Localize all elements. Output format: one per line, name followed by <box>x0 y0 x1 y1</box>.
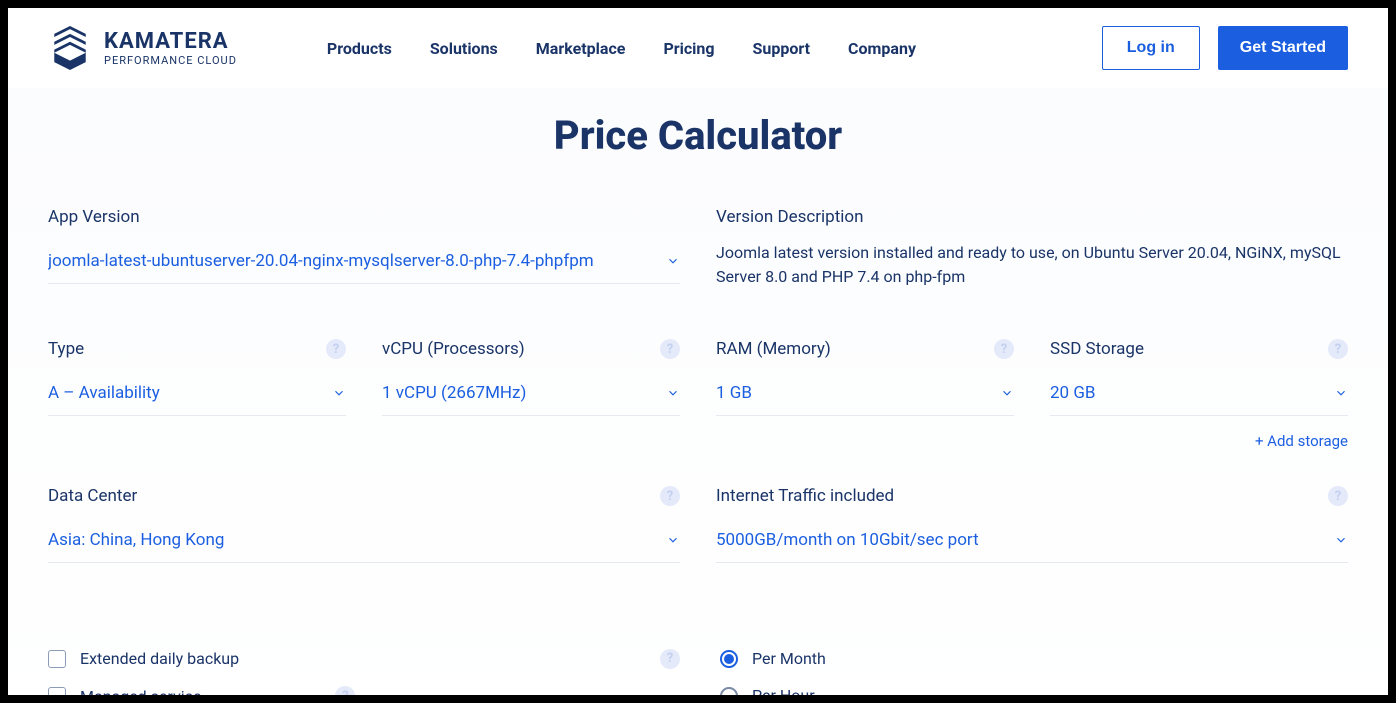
version-description-body: Joomla latest version installed and read… <box>716 241 1348 289</box>
ram-value: 1 GB <box>716 383 760 403</box>
nav-solutions[interactable]: Solutions <box>430 39 498 58</box>
help-icon[interactable]: ? <box>994 339 1014 359</box>
ram-label: RAM (Memory) <box>716 339 831 359</box>
datacenter-label: Data Center <box>48 486 137 506</box>
version-description: Version Description Joomla latest versio… <box>716 207 1348 289</box>
vcpu-value: 1 vCPU (2667MHz) <box>382 383 534 403</box>
traffic-field: Internet Traffic included ? 5000GB/month… <box>716 486 1348 563</box>
chevron-down-icon <box>666 533 680 547</box>
help-icon[interactable]: ? <box>1328 486 1348 506</box>
chevron-down-icon <box>666 386 680 400</box>
managed-label: Managed service <box>80 687 201 696</box>
chevron-down-icon <box>1334 533 1348 547</box>
app-version-value: joomla-latest-ubuntuserver-20.04-nginx-m… <box>48 251 602 271</box>
logo[interactable]: KAMATERA PERFORMANCE CLOUD <box>48 26 237 70</box>
backup-checkbox[interactable] <box>48 650 66 668</box>
nav-company[interactable]: Company <box>848 39 916 58</box>
datacenter-field: Data Center ? Asia: China, Hong Kong <box>48 486 680 563</box>
site-header: KAMATERA PERFORMANCE CLOUD Products Solu… <box>8 8 1388 88</box>
help-icon[interactable]: ? <box>660 486 680 506</box>
type-label: Type <box>48 339 84 359</box>
nav-pricing[interactable]: Pricing <box>663 39 714 58</box>
vcpu-label: vCPU (Processors) <box>382 339 525 359</box>
backup-label: Extended daily backup <box>80 649 239 668</box>
billing-options: Per Month Per Hour <box>716 649 1348 695</box>
datacenter-select[interactable]: Asia: China, Hong Kong <box>48 520 680 563</box>
app-version-select[interactable]: joomla-latest-ubuntuserver-20.04-nginx-m… <box>48 241 680 284</box>
chevron-down-icon <box>1334 386 1348 400</box>
traffic-value: 5000GB/month on 10Gbit/sec port <box>716 530 987 550</box>
help-icon[interactable]: ? <box>660 339 680 359</box>
main-nav: Products Solutions Marketplace Pricing S… <box>327 39 916 58</box>
get-started-button[interactable]: Get Started <box>1218 26 1348 70</box>
app-version-label: App Version <box>48 207 140 227</box>
vcpu-select[interactable]: 1 vCPU (2667MHz) <box>382 373 680 416</box>
nav-products[interactable]: Products <box>327 39 392 58</box>
logo-icon <box>48 26 92 70</box>
help-icon[interactable]: ? <box>660 649 680 669</box>
nav-marketplace[interactable]: Marketplace <box>536 39 626 58</box>
page-title: Price Calculator <box>48 112 1348 159</box>
nav-support[interactable]: Support <box>753 39 811 58</box>
traffic-label: Internet Traffic included <box>716 486 894 506</box>
version-description-label: Version Description <box>716 207 1348 227</box>
managed-checkbox[interactable] <box>48 687 66 695</box>
add-storage-link[interactable]: + Add storage <box>1050 432 1348 450</box>
login-button[interactable]: Log in <box>1102 26 1200 70</box>
per-month-label: Per Month <box>752 649 826 668</box>
logo-text: KAMATERA PERFORMANCE CLOUD <box>104 31 237 66</box>
help-icon[interactable]: ? <box>326 339 346 359</box>
ssd-value: 20 GB <box>1050 383 1104 403</box>
ssd-field: SSD Storage ? 20 GB + Add storage <box>1050 339 1348 450</box>
per-hour-label: Per Hour <box>752 686 815 695</box>
extra-options: Extended daily backup ? Managed service … <box>48 649 680 695</box>
type-field: Type ? A – Availability <box>48 339 346 450</box>
app-version-field: App Version joomla-latest-ubuntuserver-2… <box>48 207 680 289</box>
chevron-down-icon <box>332 386 346 400</box>
type-value: A – Availability <box>48 383 168 403</box>
chevron-down-icon <box>1000 386 1014 400</box>
ssd-label: SSD Storage <box>1050 339 1144 359</box>
traffic-select[interactable]: 5000GB/month on 10Gbit/sec port <box>716 520 1348 563</box>
brand-name: KAMATERA <box>104 31 237 53</box>
calculator-content: Price Calculator App Version joomla-late… <box>8 88 1388 695</box>
help-icon[interactable]: ? <box>335 686 355 695</box>
type-select[interactable]: A – Availability <box>48 373 346 416</box>
ram-field: RAM (Memory) ? 1 GB <box>716 339 1014 450</box>
chevron-down-icon <box>666 254 680 268</box>
ram-select[interactable]: 1 GB <box>716 373 1014 416</box>
per-month-radio[interactable] <box>720 650 738 668</box>
ssd-select[interactable]: 20 GB <box>1050 373 1348 416</box>
header-actions: Log in Get Started <box>1102 26 1348 70</box>
brand-subtitle: PERFORMANCE CLOUD <box>104 55 237 66</box>
vcpu-field: vCPU (Processors) ? 1 vCPU (2667MHz) <box>382 339 680 450</box>
datacenter-value: Asia: China, Hong Kong <box>48 530 232 550</box>
per-hour-radio[interactable] <box>720 687 738 696</box>
help-icon[interactable]: ? <box>1328 339 1348 359</box>
